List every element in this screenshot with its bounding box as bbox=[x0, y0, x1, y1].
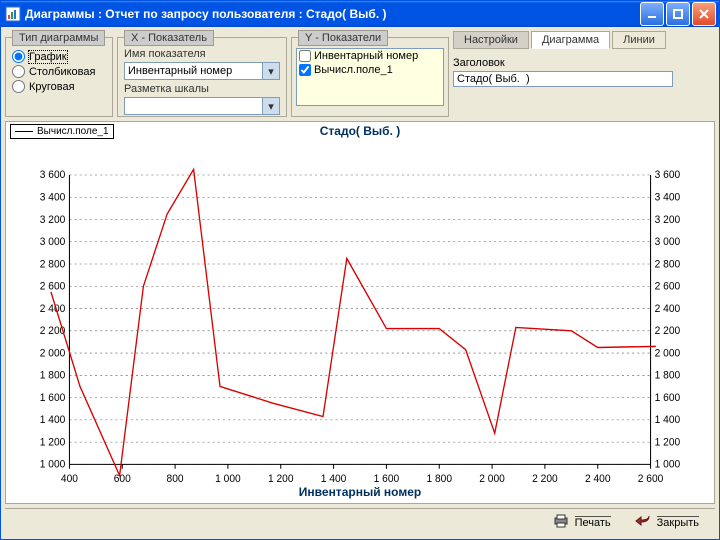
legend-line bbox=[15, 131, 33, 132]
svg-text:2 400: 2 400 bbox=[40, 303, 66, 315]
back-icon bbox=[635, 515, 651, 530]
svg-text:1 400: 1 400 bbox=[655, 414, 681, 426]
x-name-label: Имя показателя bbox=[124, 48, 280, 60]
svg-text:1 200: 1 200 bbox=[655, 436, 681, 448]
radio-input[interactable] bbox=[12, 80, 25, 93]
svg-text:2 200: 2 200 bbox=[532, 472, 558, 484]
radio-label: График bbox=[29, 51, 67, 63]
svg-text:2 800: 2 800 bbox=[655, 258, 681, 270]
tab-2[interactable]: Линии bbox=[612, 31, 666, 49]
titlebar: Диаграммы : Отчет по запросу пользовател… bbox=[1, 1, 719, 27]
close-footer-button[interactable]: Закрыть bbox=[635, 515, 699, 530]
footer: Печать Закрыть bbox=[5, 508, 715, 535]
y-checklist[interactable]: Инвентарный номер Вычисл.поле_1 bbox=[296, 48, 444, 106]
checklist-label: Инвентарный номер bbox=[314, 50, 418, 62]
minimize-button[interactable] bbox=[640, 2, 664, 26]
svg-text:2 200: 2 200 bbox=[655, 325, 681, 337]
print-label: Печать bbox=[575, 516, 611, 529]
header-label: Заголовок bbox=[453, 57, 715, 69]
chart-panel: Вычисл.поле_1 Стадо( Выб. ) 1 0001 0001 … bbox=[5, 121, 715, 504]
legend-label: Вычисл.поле_1 bbox=[37, 126, 109, 137]
close-button[interactable] bbox=[692, 2, 716, 26]
checklist-label: Вычисл.поле_1 bbox=[314, 64, 393, 76]
svg-text:1 200: 1 200 bbox=[268, 472, 294, 484]
svg-text:3 000: 3 000 bbox=[40, 236, 66, 248]
x-scale-label: Разметка шкалы bbox=[124, 83, 280, 95]
svg-text:800: 800 bbox=[167, 472, 184, 484]
window-title: Диаграммы : Отчет по запросу пользовател… bbox=[25, 7, 387, 21]
svg-text:1 800: 1 800 bbox=[426, 472, 452, 484]
chevron-down-icon: ▾ bbox=[262, 63, 279, 79]
svg-text:1 400: 1 400 bbox=[40, 414, 66, 426]
svg-text:3 600: 3 600 bbox=[40, 169, 66, 181]
radio-input[interactable] bbox=[12, 65, 25, 78]
printer-icon bbox=[553, 514, 569, 531]
svg-text:2 000: 2 000 bbox=[655, 347, 681, 359]
print-button[interactable]: Печать bbox=[553, 514, 611, 531]
svg-text:3 400: 3 400 bbox=[655, 191, 681, 203]
radio-График[interactable]: График bbox=[12, 50, 106, 63]
svg-text:2 600: 2 600 bbox=[40, 280, 66, 292]
svg-text:1 400: 1 400 bbox=[321, 472, 347, 484]
x-scale-combo[interactable]: ▾ bbox=[124, 97, 280, 115]
svg-text:2 600: 2 600 bbox=[655, 280, 681, 292]
x-indicator-group: X - Показатель Имя показателя Инвентарны… bbox=[117, 37, 287, 117]
chart-legend: Вычисл.поле_1 bbox=[10, 124, 114, 139]
svg-text:1 000: 1 000 bbox=[655, 458, 681, 470]
svg-text:1 800: 1 800 bbox=[40, 369, 66, 381]
svg-text:3 400: 3 400 bbox=[40, 191, 66, 203]
svg-text:1 200: 1 200 bbox=[40, 436, 66, 448]
svg-text:1 600: 1 600 bbox=[655, 392, 681, 404]
svg-text:2 600: 2 600 bbox=[638, 472, 664, 484]
header-input[interactable] bbox=[453, 71, 673, 87]
svg-text:2 000: 2 000 bbox=[479, 472, 505, 484]
y-indicators-title: Y - Показатели bbox=[298, 30, 388, 46]
svg-text:1 800: 1 800 bbox=[655, 369, 681, 381]
svg-text:2 800: 2 800 bbox=[40, 258, 66, 270]
radio-Круговая[interactable]: Круговая bbox=[12, 80, 106, 93]
chevron-down-icon: ▾ bbox=[262, 98, 279, 114]
radio-input[interactable] bbox=[12, 50, 25, 63]
svg-text:400: 400 bbox=[61, 472, 78, 484]
svg-text:2 400: 2 400 bbox=[655, 303, 681, 315]
svg-text:1 600: 1 600 bbox=[40, 392, 66, 404]
diagram-type-group: Тип диаграммы ГрафикСтолбиковаяКруговая bbox=[5, 37, 113, 117]
checkbox[interactable] bbox=[299, 50, 311, 62]
radio-Столбиковая[interactable]: Столбиковая bbox=[12, 65, 106, 78]
maximize-button[interactable] bbox=[666, 2, 690, 26]
tab-1[interactable]: Диаграмма bbox=[531, 31, 610, 49]
tab-bar: НастройкиДиаграммаЛинии bbox=[453, 31, 715, 49]
svg-text:3 200: 3 200 bbox=[655, 213, 681, 225]
svg-text:3 600: 3 600 bbox=[655, 169, 681, 181]
checklist-row[interactable]: Вычисл.поле_1 bbox=[297, 63, 443, 77]
svg-text:600: 600 bbox=[114, 472, 131, 484]
svg-text:3 200: 3 200 bbox=[40, 213, 66, 225]
svg-text:3 000: 3 000 bbox=[655, 236, 681, 248]
svg-text:2 000: 2 000 bbox=[40, 347, 66, 359]
tab-0[interactable]: Настройки bbox=[453, 31, 529, 49]
radio-label: Круговая bbox=[29, 81, 75, 93]
x-name-value: Инвентарный номер bbox=[128, 65, 232, 77]
x-name-combo[interactable]: Инвентарный номер ▾ bbox=[124, 62, 280, 80]
diagram-type-title: Тип диаграммы bbox=[12, 30, 105, 46]
radio-label: Столбиковая bbox=[29, 66, 95, 78]
svg-text:1 000: 1 000 bbox=[40, 458, 66, 470]
svg-text:2 400: 2 400 bbox=[585, 472, 611, 484]
checklist-row[interactable]: Инвентарный номер bbox=[297, 49, 443, 63]
x-indicator-title: X - Показатель bbox=[124, 30, 214, 46]
svg-text:1 000: 1 000 bbox=[215, 472, 241, 484]
close-label: Закрыть bbox=[657, 516, 699, 529]
checkbox[interactable] bbox=[299, 64, 311, 76]
app-icon bbox=[5, 6, 21, 22]
svg-text:1 600: 1 600 bbox=[374, 472, 400, 484]
chart-canvas: 1 000 1 000 1 200 1 200 1 400 1 400 1 600 1 600… bbox=[6, 138, 714, 497]
y-indicators-group: Y - Показатели Инвентарный номерВычисл.п… bbox=[291, 37, 449, 117]
